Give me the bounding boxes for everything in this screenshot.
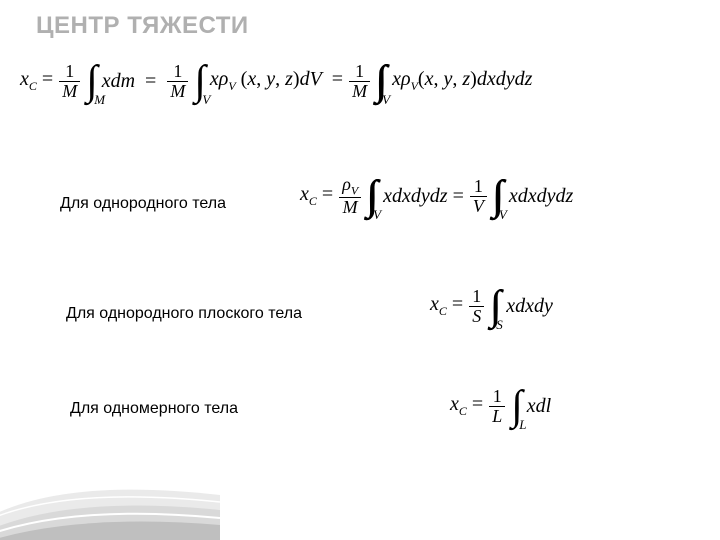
page-title: ЦЕНТР ТЯЖЕСТИ — [36, 12, 249, 40]
decorative-swoosh — [0, 440, 220, 540]
label-one-dim: Для одномерного тела — [70, 400, 238, 418]
label-flat-body: Для однородного плоского тела — [66, 305, 302, 323]
label-homogeneous-body: Для однородного тела — [60, 195, 226, 213]
equation-homogeneous-body: xC = ρVM ∫∫∫V xdxdydz = 1V ∫∫∫V xdxdydz — [300, 175, 573, 217]
equation-flat-body: xC = 1S ∫∫S xdxdy — [430, 285, 553, 327]
equation-one-dim: xC = 1L ∫L xdl — [450, 385, 551, 427]
equation-master: xC = 1M ∫M xdm = 1M ∫V xρV (x, y, z)dV =… — [20, 60, 532, 102]
